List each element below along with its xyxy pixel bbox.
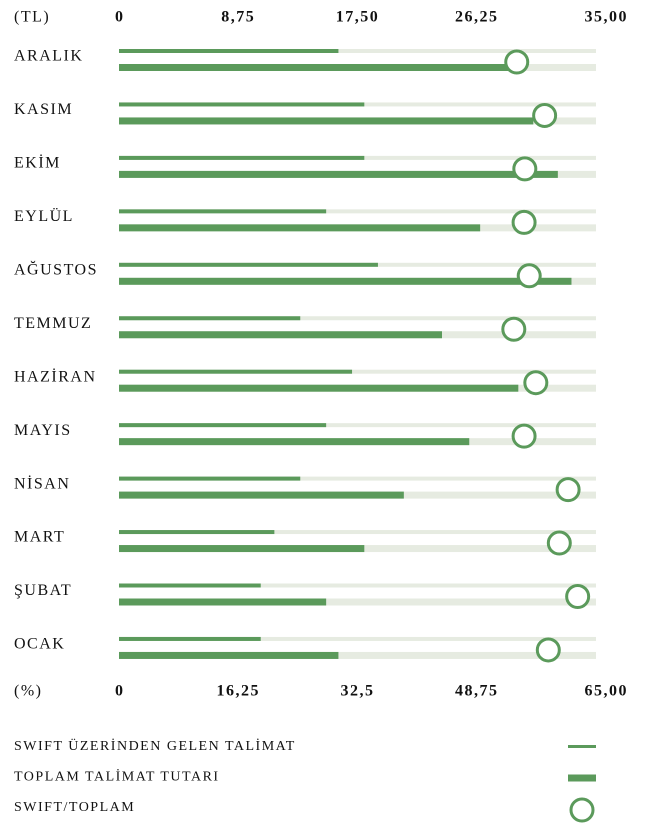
bar-thick [119, 224, 481, 232]
legend-label: TOPLAM TALİMAT TUTARI [14, 769, 220, 785]
track [119, 583, 596, 588]
ratio-marker [501, 316, 527, 342]
bar-thin [119, 316, 301, 321]
bar-thick [119, 598, 327, 606]
bar-thick [119, 545, 365, 553]
bar-thick [119, 277, 572, 285]
bar-thick [119, 64, 511, 71]
bar-thin [119, 476, 301, 481]
legend-swatch [568, 774, 596, 782]
track [119, 49, 596, 53]
category-label: TEMMUZ [14, 315, 92, 332]
bar-thick [119, 491, 404, 499]
ratio-marker [546, 530, 572, 556]
tick-label: 26,25 [455, 9, 499, 26]
bar-thin [119, 636, 261, 641]
ratio-marker [511, 423, 537, 449]
bar-thick [119, 438, 470, 446]
track [119, 316, 596, 321]
legend-swatch [568, 745, 596, 748]
category-label: MAYIS [14, 422, 72, 439]
category-label: MART [14, 529, 65, 546]
bar-thin [119, 583, 261, 588]
ratio-marker [523, 370, 549, 396]
bar-thin [119, 262, 378, 267]
category-label: EYLÜL [14, 207, 74, 225]
ratio-marker [555, 477, 581, 503]
tick-label: 16,25 [217, 683, 261, 700]
bar-thin [119, 49, 339, 53]
tick-label: 8,75 [221, 9, 255, 26]
track [119, 369, 596, 374]
category-label: ŞUBAT [14, 582, 72, 599]
track [119, 651, 596, 659]
tick-label: 0 [115, 9, 125, 26]
category-label: AĞUSTOS [14, 259, 98, 278]
bar-thick [119, 651, 339, 659]
track [119, 476, 596, 481]
bar-thin [119, 209, 327, 214]
category-label: OCAK [14, 636, 65, 653]
bar-thick [119, 117, 534, 125]
category-label: HAZİRAN [14, 367, 97, 385]
tick-label: 17,50 [336, 9, 380, 26]
bar-thick [119, 170, 558, 178]
track [119, 530, 596, 535]
tick-label: 48,75 [455, 683, 499, 700]
x-axis-label: (TL) [14, 9, 50, 26]
bar-thick [119, 331, 442, 339]
ratio-marker [504, 49, 530, 75]
ratio-marker [511, 209, 537, 235]
tick-label: 65,00 [585, 683, 629, 700]
ratio-marker [532, 102, 558, 128]
track [119, 209, 596, 214]
legend-label: SWIFT ÜZERİNDEN GELEN TALİMAT [14, 737, 296, 754]
ratio-marker [512, 156, 538, 182]
bar-thin [119, 369, 353, 374]
bar-thin [119, 102, 365, 107]
legend-label: SWIFT/TOPLAM [14, 800, 135, 815]
track [119, 598, 596, 606]
bar-thin [119, 155, 365, 160]
tick-label: 32,5 [341, 683, 375, 700]
ratio-marker [565, 584, 591, 609]
x2-axis-label: (%) [14, 683, 42, 700]
category-label: NİSAN [14, 474, 70, 492]
ratio-marker [516, 263, 542, 289]
tick-label: 35,00 [585, 9, 629, 26]
track [119, 423, 596, 428]
category-label: ARALIK [14, 48, 83, 65]
bar-thick [119, 384, 519, 392]
tick-label: 0 [115, 683, 125, 700]
legend-swatch [569, 797, 595, 823]
bar-thin [119, 423, 327, 428]
bar-thin [119, 530, 275, 535]
category-label: EKİM [14, 154, 61, 172]
track [119, 636, 596, 641]
category-label: KASIM [14, 101, 73, 118]
ratio-marker [535, 637, 561, 663]
